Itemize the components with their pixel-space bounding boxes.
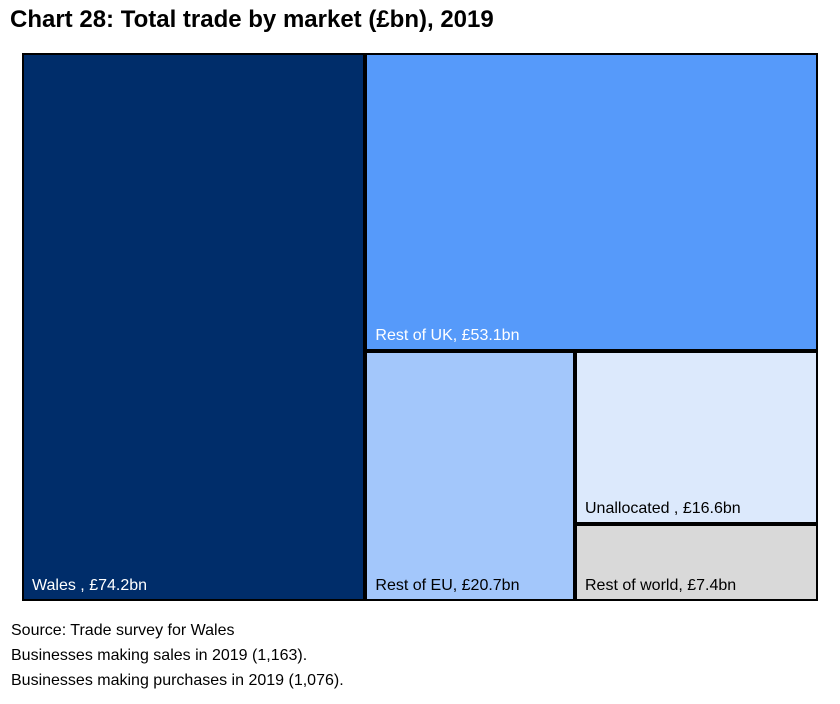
sales-note: Businesses making sales in 2019 (1,163). <box>11 647 308 664</box>
treemap-tile-rest-of-world: Rest of world, £7.4bn <box>574 523 818 601</box>
treemap-tile-rest-of-world-label: Rest of world, £7.4bn <box>584 576 737 594</box>
treemap-chart: Wales , £74.2bn Rest of UK, £53.1bn Rest… <box>22 53 818 601</box>
treemap-tile-rest-of-eu: Rest of EU, £20.7bn <box>365 350 575 601</box>
purchases-note: Businesses making purchases in 2019 (1,0… <box>11 672 344 689</box>
treemap-tile-wales-label: Wales , £74.2bn <box>32 577 148 594</box>
treemap-tile-rest-of-eu-label: Rest of EU, £20.7bn <box>375 576 520 594</box>
treemap-tile-wales: Wales , £74.2bn <box>22 53 366 601</box>
treemap-tile-unallocated: Unallocated , £16.6bn <box>574 350 818 524</box>
treemap-tile-rest-of-uk: Rest of UK, £53.1bn <box>365 53 818 351</box>
treemap-tile-rest-of-uk-label: Rest of UK, £53.1bn <box>375 326 520 344</box>
treemap-tile-unallocated-label: Unallocated , £16.6bn <box>584 499 741 517</box>
chart-footnotes: Source: Trade survey for Wales Businesse… <box>11 618 344 693</box>
chart-title: Chart 28: Total trade by market (£bn), 2… <box>10 6 494 33</box>
source-note: Source: Trade survey for Wales <box>11 622 235 639</box>
